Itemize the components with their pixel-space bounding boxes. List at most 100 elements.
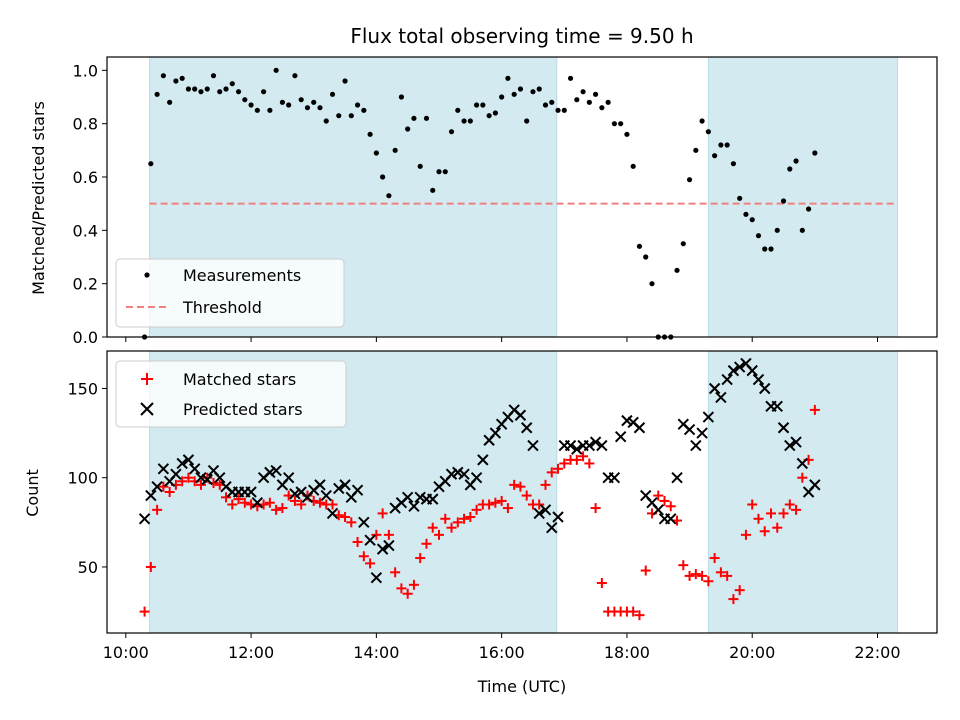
measurement-point — [580, 89, 586, 95]
predicted-star-point — [333, 482, 345, 495]
measurement-point — [148, 161, 154, 167]
matched-star-point — [471, 504, 482, 515]
top-axes-frame — [106, 56, 938, 338]
measurement-point — [179, 75, 185, 81]
measurement-point — [392, 147, 398, 153]
predicted-star-point — [151, 480, 163, 493]
predicted-star-point — [759, 382, 771, 395]
measurement-point — [799, 227, 805, 233]
bottom-xtick-label: 10:00 — [103, 643, 149, 662]
measurement-point — [693, 147, 699, 153]
matched-star-point — [709, 553, 720, 564]
predicted-star-point — [489, 427, 502, 439]
matched-star-point — [358, 551, 369, 562]
measurement-point — [242, 97, 248, 103]
chart-title: Flux total observing time = 9.50 h — [350, 24, 693, 48]
measurement-point — [185, 86, 192, 92]
measurement-point — [217, 89, 223, 95]
measurement-point — [605, 99, 611, 105]
measurement-point — [286, 102, 292, 108]
matched-star-point — [484, 499, 495, 510]
top-ytick-label: 0.0 — [73, 328, 98, 347]
matched-star-point — [546, 467, 557, 478]
matched-star-point — [778, 508, 789, 519]
predicted-star-point — [690, 439, 702, 452]
measurement-point — [486, 113, 492, 119]
matched-star-point — [239, 497, 250, 508]
predicted-star-point — [527, 439, 539, 452]
measurement-point — [536, 86, 542, 92]
measurement-point — [549, 99, 555, 105]
predicted-star-point — [514, 409, 527, 421]
measurement-point — [699, 118, 705, 124]
matched-star-point — [415, 553, 426, 564]
matched-star-point — [365, 558, 376, 569]
predicted-star-point — [176, 457, 188, 470]
predicted-star-point — [683, 423, 696, 436]
matched-star-point — [152, 504, 163, 515]
predicted-star-point — [314, 479, 326, 491]
matched-star-point — [264, 497, 275, 508]
matched-star-point — [628, 606, 639, 617]
measurement-point — [480, 102, 486, 108]
predicted-star-point — [364, 534, 376, 546]
predicted-star-point — [596, 439, 608, 452]
measurement-point — [442, 169, 448, 175]
matched-star-point — [797, 472, 808, 483]
matched-star-point — [327, 499, 338, 510]
matched-star-point — [571, 454, 582, 465]
matched-star-point — [747, 499, 758, 510]
predicted-star-point — [470, 472, 483, 484]
predicted-star-point — [809, 479, 821, 491]
matched-star-point — [766, 508, 776, 519]
matched-star-point — [653, 490, 664, 501]
measurement-point — [574, 97, 580, 103]
matched-star-point — [421, 538, 432, 549]
matched-star-point — [195, 479, 206, 490]
measurement-point — [192, 86, 198, 92]
measurement-point — [267, 107, 273, 113]
predicted-star-point — [733, 361, 746, 373]
predicted-star-point — [201, 473, 213, 486]
predicted-star-point — [671, 472, 683, 484]
measurement-point — [448, 129, 455, 135]
top-ytick-label: 0.4 — [73, 221, 98, 240]
measurement-point — [279, 99, 285, 105]
bottom-ytick-label: 50 — [78, 558, 98, 577]
predicted-star-point — [182, 454, 195, 466]
matched-star-point — [634, 610, 645, 621]
matched-star-point — [377, 508, 388, 519]
top-ytick-label: 0.2 — [73, 275, 98, 294]
measurement-point — [380, 174, 386, 180]
top-legend-box — [115, 258, 345, 328]
measurement-point — [198, 89, 204, 95]
bottom-xtick-label: 20:00 — [729, 643, 775, 662]
predicted-star-point — [784, 439, 796, 452]
measurement-point — [304, 105, 311, 111]
measurement-point — [787, 166, 793, 172]
matched-star-point — [759, 526, 770, 537]
bottom-ylabel: Count — [23, 469, 42, 517]
measurement-point — [436, 169, 442, 175]
predicted-star-point — [401, 491, 414, 504]
predicted-star-point — [533, 507, 545, 520]
matched-star-point — [690, 569, 701, 580]
predicted-star-point — [188, 463, 201, 475]
measurement-point — [718, 142, 724, 148]
measurement-point — [273, 67, 279, 73]
measurement-point — [517, 86, 524, 92]
measurement-point — [686, 177, 693, 183]
matched-star-point — [659, 495, 670, 506]
matched-star-point — [640, 565, 651, 576]
bottom-legend-box — [115, 360, 347, 428]
matched-star-point — [521, 490, 532, 501]
matched-star-point — [440, 513, 451, 524]
measurement-point — [674, 267, 680, 273]
predicted-star-point — [790, 436, 802, 448]
matched-star-point — [402, 588, 413, 599]
measurement-point — [417, 163, 423, 169]
measurement-point — [386, 193, 392, 199]
matched-star-point — [346, 517, 357, 528]
matched-star-point — [371, 529, 382, 540]
matched-star-point — [590, 503, 601, 514]
